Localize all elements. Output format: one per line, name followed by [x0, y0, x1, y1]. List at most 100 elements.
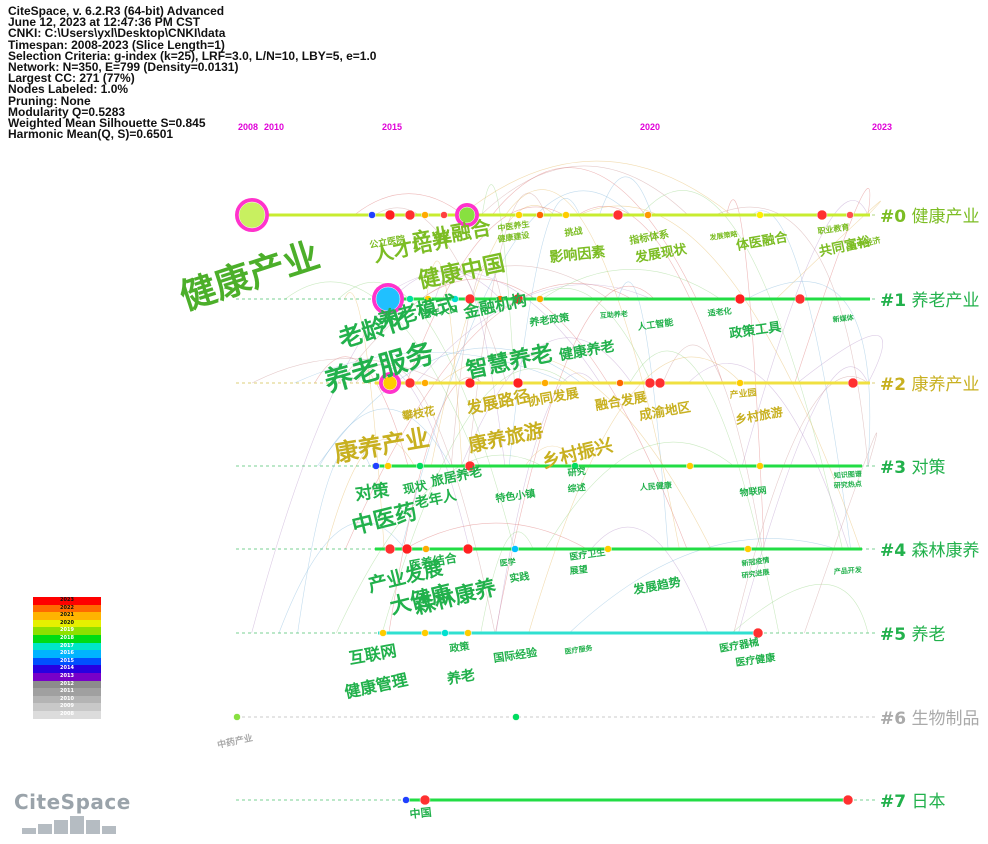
keyword-node[interactable] [512, 713, 520, 721]
keyword-node[interactable] [382, 375, 398, 391]
keyword-label[interactable]: 政策 [449, 639, 472, 655]
keyword-label[interactable]: 中医药 [349, 499, 419, 540]
keyword-node[interactable] [512, 377, 524, 389]
keyword-label[interactable]: 研究进展 [741, 567, 771, 580]
keyword-node[interactable] [424, 295, 432, 303]
keyword-node[interactable] [458, 206, 476, 224]
cluster-label[interactable]: #0 健康产业 [880, 202, 979, 227]
keyword-node[interactable] [464, 377, 476, 389]
keyword-node[interactable] [421, 629, 429, 637]
keyword-label[interactable]: 实践 [509, 569, 531, 585]
keyword-node[interactable] [384, 209, 396, 221]
keyword-label[interactable]: 特色小镇 [495, 487, 536, 505]
keyword-node[interactable] [464, 293, 476, 305]
cluster-label[interactable]: #6 生物制品 [880, 704, 979, 729]
keyword-label[interactable]: 产业园 [729, 386, 757, 401]
keyword-node[interactable] [464, 460, 476, 472]
cluster-label[interactable]: #1 养老产业 [880, 286, 979, 311]
keyword-node[interactable] [441, 629, 449, 637]
keyword-label[interactable]: 发展策略 [708, 229, 739, 242]
cluster-label[interactable]: #5 养老 [880, 620, 945, 645]
keyword-label[interactable]: 中国 [409, 805, 432, 821]
keyword-node[interactable] [736, 379, 744, 387]
keyword-label[interactable]: 攀枝花 [400, 403, 436, 423]
keyword-label[interactable]: 康养产业 [332, 423, 432, 468]
keyword-node[interactable] [686, 462, 694, 470]
keyword-node[interactable] [419, 794, 431, 806]
keyword-label[interactable]: 现状 [402, 477, 430, 497]
keyword-node[interactable] [372, 462, 380, 470]
keyword-node[interactable] [536, 211, 544, 219]
keyword-node[interactable] [406, 295, 414, 303]
keyword-node[interactable] [612, 209, 624, 221]
keyword-label[interactable]: 中医养生 [497, 219, 530, 233]
keyword-label[interactable]: 影响因素 [549, 243, 606, 266]
keyword-node[interactable] [756, 211, 764, 219]
keyword-node[interactable] [847, 377, 859, 389]
keyword-node[interactable] [846, 211, 854, 219]
keyword-label[interactable]: 国际经验 [492, 645, 539, 665]
keyword-node[interactable] [421, 379, 429, 387]
keyword-label[interactable]: 健康中国 [416, 250, 507, 294]
keyword-label[interactable]: 新冠疫情 [741, 555, 770, 568]
keyword-label[interactable]: 中药产业 [216, 732, 254, 751]
keyword-node[interactable] [744, 545, 752, 553]
keyword-node[interactable] [794, 293, 806, 305]
keyword-label[interactable]: 养老 [445, 666, 477, 688]
keyword-node[interactable] [233, 713, 241, 721]
keyword-label[interactable]: 知识图谱 [833, 469, 863, 480]
keyword-node[interactable] [384, 543, 396, 555]
keyword-label[interactable]: 互联网 [347, 641, 398, 668]
keyword-node[interactable] [571, 462, 579, 470]
keyword-label[interactable]: 医疗健康 [735, 650, 777, 669]
keyword-node[interactable] [238, 201, 266, 229]
keyword-label[interactable]: 人民健康 [639, 480, 673, 492]
keyword-node[interactable] [451, 295, 459, 303]
keyword-label[interactable]: 医学 [499, 556, 516, 568]
keyword-label[interactable]: 互助养老 [600, 309, 629, 320]
keyword-node[interactable] [462, 543, 474, 555]
keyword-label[interactable]: 综述 [567, 481, 586, 495]
keyword-node[interactable] [375, 286, 401, 312]
keyword-label[interactable]: 健康建设 [497, 230, 530, 244]
keyword-node[interactable] [536, 295, 544, 303]
keyword-label[interactable]: 智慧养老 [464, 340, 555, 384]
keyword-label[interactable]: 产品开发 [834, 565, 864, 576]
keyword-label[interactable]: 研究热点 [834, 479, 863, 490]
cluster-label[interactable]: #4 森林康养 [880, 536, 979, 561]
keyword-node[interactable] [402, 796, 410, 804]
keyword-node[interactable] [842, 794, 854, 806]
keyword-node[interactable] [515, 211, 523, 219]
keyword-node[interactable] [604, 545, 612, 553]
cluster-label[interactable]: #7 日本 [880, 787, 945, 812]
keyword-node[interactable] [404, 377, 416, 389]
keyword-node[interactable] [464, 629, 472, 637]
keyword-label[interactable]: 展望 [569, 563, 588, 577]
keyword-node[interactable] [644, 211, 652, 219]
keyword-node[interactable] [440, 211, 448, 219]
keyword-node[interactable] [384, 462, 392, 470]
keyword-label[interactable]: 养老服务 [321, 336, 438, 399]
keyword-label[interactable]: 新媒体 [832, 313, 855, 324]
keyword-label[interactable]: 医疗服务 [564, 643, 594, 656]
keyword-label[interactable]: 适老化 [707, 306, 732, 318]
keyword-label[interactable]: 医疗器械 [718, 635, 760, 655]
keyword-node[interactable] [512, 293, 524, 305]
keyword-label[interactable]: 发展趋势 [631, 574, 682, 597]
keyword-label[interactable]: 对策 [354, 479, 392, 505]
keyword-label[interactable]: 体医融合 [735, 229, 790, 254]
keyword-node[interactable] [404, 209, 416, 221]
keyword-label[interactable]: 协同发展 [526, 385, 581, 410]
keyword-node[interactable] [368, 211, 376, 219]
keyword-node[interactable] [816, 209, 828, 221]
keyword-label[interactable]: 挑战 [564, 225, 584, 239]
keyword-node[interactable] [401, 543, 413, 555]
keyword-node[interactable] [511, 545, 519, 553]
keyword-node[interactable] [616, 379, 624, 387]
keyword-label[interactable]: 人工智能 [636, 316, 674, 333]
cluster-label[interactable]: #2 康养产业 [880, 370, 979, 395]
keyword-label[interactable]: 研究 [567, 465, 586, 479]
keyword-node[interactable] [756, 462, 764, 470]
keyword-node[interactable] [422, 545, 430, 553]
keyword-node[interactable] [379, 629, 387, 637]
